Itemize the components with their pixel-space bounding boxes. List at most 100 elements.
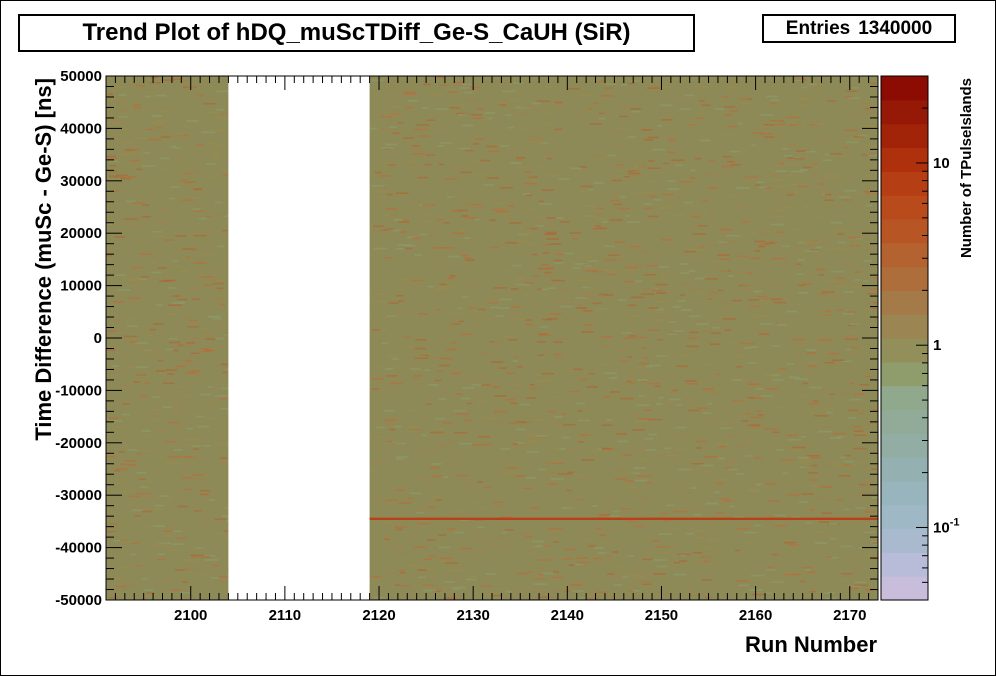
heatmap-cell xyxy=(464,91,473,94)
heatmap-cell xyxy=(129,159,140,162)
heatmap-cell xyxy=(537,573,544,576)
heatmap-cell xyxy=(463,216,478,219)
heatmap-cell xyxy=(212,116,226,119)
heatmap-cell xyxy=(681,354,694,356)
heatmap-cell xyxy=(688,315,701,318)
heatmap-cell xyxy=(777,324,788,326)
heatmap-cell xyxy=(498,244,506,246)
heatmap-cell xyxy=(660,512,668,515)
heatmap-cell xyxy=(472,143,480,145)
heatmap-cell xyxy=(158,131,171,133)
heatmap-cell xyxy=(853,426,863,428)
heatmap-cell xyxy=(696,440,707,443)
heatmap-cell xyxy=(159,372,169,375)
heatmap-cell xyxy=(106,155,116,158)
heatmap-cell xyxy=(382,575,395,577)
heatmap-cell xyxy=(404,336,411,339)
heatmap-cell xyxy=(714,562,721,564)
heatmap-cell xyxy=(122,403,131,405)
heatmap-cell xyxy=(839,279,851,282)
heatmap-cell xyxy=(153,525,166,527)
heatmap-cell xyxy=(789,124,802,126)
heatmap-cell xyxy=(730,163,742,166)
heatmap-cell xyxy=(784,163,799,165)
heatmap-cell xyxy=(519,403,531,406)
heatmap-cell xyxy=(634,479,648,482)
heatmap-cell xyxy=(108,175,119,178)
heatmap-cell xyxy=(582,286,589,289)
heatmap-cell xyxy=(459,565,465,567)
heatmap-cell xyxy=(379,115,393,118)
heatmap-cell xyxy=(644,207,653,210)
heatmap-cell xyxy=(115,174,128,177)
heatmap-cell xyxy=(852,87,859,89)
heatmap-cell xyxy=(788,551,794,553)
heatmap-cell xyxy=(215,395,229,397)
heatmap-cell xyxy=(445,88,456,91)
heatmap-cell xyxy=(620,508,631,510)
heatmap-cell xyxy=(642,356,648,359)
heatmap-cell xyxy=(692,233,707,235)
heatmap-cell xyxy=(523,182,537,185)
heatmap-cell xyxy=(616,429,622,432)
heatmap-cell xyxy=(414,478,429,481)
heatmap-cell xyxy=(645,449,656,451)
heatmap-cell xyxy=(386,193,393,196)
heatmap-cell xyxy=(494,342,503,344)
heatmap-cell xyxy=(632,570,646,573)
heatmap-cell xyxy=(107,179,121,181)
heatmap-cell xyxy=(419,567,429,569)
color-scale-title: Number of TPulseIslands xyxy=(958,78,975,258)
heatmap-cell xyxy=(631,110,640,113)
heatmap-cell xyxy=(541,189,555,192)
heatmap-cell xyxy=(639,371,645,374)
heatmap-cell xyxy=(461,215,469,217)
heatmap-cell xyxy=(819,192,832,195)
heatmap-cell xyxy=(700,556,711,559)
heatmap-cell xyxy=(212,156,220,158)
heatmap-cell xyxy=(385,368,393,370)
heatmap-cell xyxy=(486,145,498,148)
heatmap-cell xyxy=(460,83,472,86)
heatmap-cell xyxy=(167,373,174,375)
heatmap-cell xyxy=(573,359,581,362)
heatmap-cell xyxy=(684,201,694,204)
heatmap-cell xyxy=(446,528,457,530)
heatmap-cell xyxy=(440,586,453,589)
heatmap-cell xyxy=(758,243,769,246)
heatmap-cell xyxy=(187,287,199,290)
heatmap-cell xyxy=(133,104,142,106)
heatmap-cell xyxy=(850,286,861,288)
heatmap-cell xyxy=(386,315,396,318)
heatmap-cell xyxy=(828,462,838,464)
heatmap-cell xyxy=(751,144,757,146)
heatmap-cell xyxy=(704,390,714,392)
heatmap-cell xyxy=(127,176,136,178)
heatmap-cell xyxy=(798,292,809,294)
heatmap-cell xyxy=(823,407,833,410)
heatmap-cell xyxy=(780,587,787,590)
heatmap-cell xyxy=(207,348,219,350)
heatmap-cell xyxy=(655,355,668,357)
heatmap-cell xyxy=(611,564,617,567)
heatmap-cell xyxy=(684,94,695,97)
heatmap-cell xyxy=(797,185,809,188)
heatmap-cell xyxy=(415,338,427,341)
heatmap-cell xyxy=(189,370,201,372)
heatmap-cell xyxy=(557,289,571,291)
heatmap-cell xyxy=(420,220,431,223)
heatmap-cell xyxy=(218,269,225,272)
heatmap-cell xyxy=(136,452,142,455)
heatmap-cell xyxy=(700,546,710,549)
heatmap-cell xyxy=(574,375,583,377)
heatmap-cell xyxy=(383,521,390,524)
heatmap-cell xyxy=(812,123,824,125)
heatmap-cell xyxy=(644,409,652,411)
heatmap-cell xyxy=(377,366,383,368)
heatmap-cell xyxy=(531,546,545,548)
heatmap-cell xyxy=(618,360,629,363)
heatmap-cell xyxy=(852,566,859,569)
heatmap-cell xyxy=(124,326,138,329)
heatmap-cell xyxy=(122,541,136,543)
heatmap-cell xyxy=(387,163,396,166)
